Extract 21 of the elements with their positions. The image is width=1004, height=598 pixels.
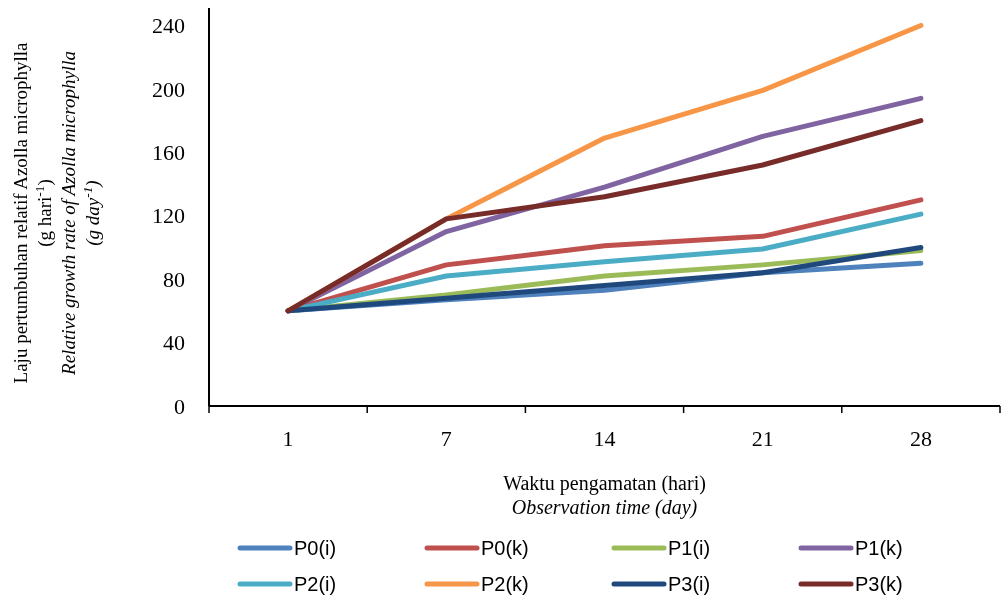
x-tick-label: 21	[751, 426, 774, 451]
legend-label: P1(k)	[855, 537, 903, 559]
y-tick-label: 160	[152, 139, 185, 165]
legend-label: P3(i)	[668, 573, 711, 595]
x-tick-label: 7	[440, 426, 452, 451]
legend-label: P1(i)	[668, 537, 711, 559]
legend-label: P0(k)	[481, 537, 529, 559]
legend-label: P0(i)	[294, 537, 337, 559]
y-tick-label: 200	[152, 76, 185, 102]
legend-label: P3(k)	[855, 573, 903, 595]
legend-label: P2(i)	[294, 573, 337, 595]
y-tick-label: 0	[174, 393, 185, 419]
legend-label: P2(k)	[481, 573, 529, 595]
y-tick-label: 240	[152, 13, 185, 39]
x-tick-label: 28	[909, 426, 932, 451]
y-tick-label: 120	[152, 203, 185, 229]
x-axis-title: Waktu pengamatan (hari) Observation time (day)	[503, 472, 706, 519]
x-tick-label: 14	[593, 426, 616, 451]
y-tick-label: 40	[163, 330, 185, 356]
x-tick-label: 1	[282, 426, 294, 451]
y-tick-label: 80	[163, 266, 185, 292]
